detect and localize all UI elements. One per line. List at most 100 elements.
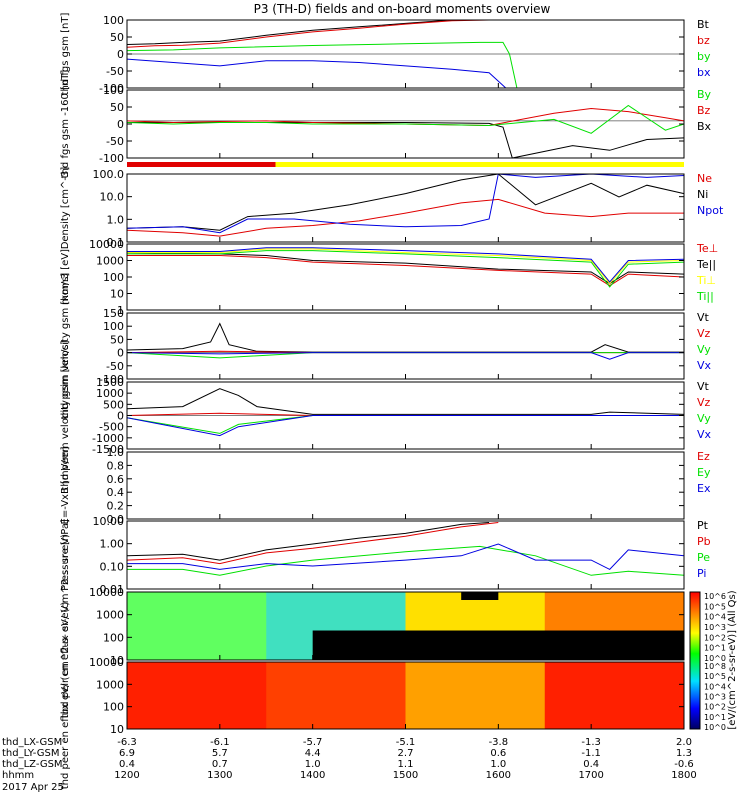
y-axis-label: thd peir en eflux eV/ (cm^2-s- sr-eV) [60, 534, 71, 718]
y-tick-label: 0.0 [107, 513, 125, 526]
legend-entry: Ti|| [696, 290, 714, 303]
panel-7: 1.00.80.60.40.20.0 E=-VxB [mV/m] Ez Ey Ex [60, 446, 711, 526]
spectrogram-cell [266, 592, 281, 660]
colorbar-label: [eV/(cm^2-s-sr-eV)] (All Qs) [727, 590, 738, 729]
colorbar-tick-label: 10^5 [704, 602, 726, 611]
spectrogram-cell [433, 662, 448, 729]
y-tick-label: 10.00 [93, 515, 125, 528]
y-tick-label: 100 [103, 84, 124, 97]
colorbar-tick-label: 10^4 [704, 682, 726, 691]
y-tick-label: 1.0 [107, 213, 125, 226]
y-tick-label: 100 [103, 271, 124, 284]
x-row-value: 1800 [671, 770, 696, 781]
y-tick-label: 1.0 [107, 446, 125, 459]
y-tick-label: -50 [106, 65, 124, 78]
y-tick-label: 0.01 [100, 583, 125, 596]
y-tick-label: 0.8 [107, 459, 125, 472]
panel-1: 100 50 0 -50 -100 thd fgs gsm [nT] Bt bz by bx [60, 13, 711, 96]
x-row-value: 0.4 [119, 759, 135, 770]
spectrogram-cell [168, 592, 184, 660]
spectrogram-cell [294, 592, 309, 660]
y-tick-label: 10 [110, 288, 124, 301]
colorbar-tick-label: 10^3 [704, 623, 726, 632]
x-row-value: -6.3 [117, 737, 137, 748]
x-row-value: 1.1 [398, 759, 414, 770]
legend-entry: Vx [697, 428, 712, 441]
series-line [126, 352, 684, 360]
panel-frame [126, 312, 685, 380]
legend-entry: Ex [697, 482, 711, 495]
colorbar-tick-label: 10^5 [704, 672, 726, 681]
spectrogram-cell [196, 592, 212, 660]
y-tick-label: 0.6 [107, 473, 125, 486]
x-row-value: 1600 [486, 770, 511, 781]
y-tick-label: 1000 [96, 255, 124, 268]
spectrogram-cell [516, 662, 532, 729]
colorbar: 10^610^510^410^310^210^110^010^810^510^4… [689, 590, 738, 732]
x-row-value: 1.3 [676, 748, 692, 759]
y-tick-label: -50 [106, 135, 124, 148]
y-tick-label: -50 [106, 360, 124, 373]
panel-10: 10000 1000 100 10 thd peer en eflux eV/ (cm^… [60, 602, 685, 789]
spectrogram-cell [168, 662, 184, 729]
y-tick-label: 0.1 [107, 236, 125, 249]
spectrogram-cell [656, 662, 671, 729]
panel-frame [126, 451, 685, 520]
series-line [126, 415, 684, 437]
spectrogram-cell [335, 662, 351, 729]
series-line [126, 19, 508, 45]
y-tick-label: 1000 [96, 609, 124, 622]
y-axis-label: Density [cm^-3] [60, 167, 71, 250]
legend-entry: Ey [697, 466, 711, 479]
x-row-value: 1300 [207, 770, 232, 781]
legend-entry: Pt [697, 519, 709, 532]
legend-entry: bx [697, 66, 711, 79]
spectrogram-cell [266, 662, 281, 729]
spectrogram-cell [140, 592, 156, 660]
y-tick-label: 10000 [89, 656, 124, 669]
y-tick-label: 50 [110, 333, 124, 346]
y-tick-label: 1500 [96, 376, 124, 389]
spectrogram-cell [127, 592, 142, 660]
x-row-value: 1500 [393, 770, 418, 781]
x-row-value: 6.9 [119, 748, 135, 759]
legend-entry: By [697, 88, 712, 101]
spectrogram-cell [140, 662, 156, 729]
spectrogram-cell [475, 662, 490, 729]
y-tick-label: -1500 [92, 443, 124, 456]
y-tick-label: -1000 [92, 432, 124, 445]
series-line [126, 58, 507, 89]
y-tick-label: -100 [99, 373, 124, 386]
date-label: 2017 Apr 25 [2, 782, 64, 793]
spectrogram-cell [280, 662, 295, 729]
panel-8: 10.00 1.00 0.10 0.01 Pressure [nPa] Pt Pb Pe Pi [60, 515, 711, 596]
y-tick-label: 0 [117, 347, 124, 360]
y-tick-label: 100.0 [93, 168, 125, 181]
y-tick-label: 0 [117, 48, 124, 61]
y-tick-label: 10 [110, 723, 124, 736]
spectrogram-cell [321, 662, 337, 729]
y-tick-label: 10.0 [100, 191, 125, 204]
legend-entry: Npot [697, 204, 724, 217]
colorbar-tick-label: 10^6 [704, 592, 726, 601]
y-tick-label: 100 [103, 14, 124, 27]
spectrogram-cell [210, 662, 225, 729]
spectrogram-cell [558, 662, 574, 729]
spectrogram-cell [391, 662, 406, 729]
x-row-value: -5.1 [396, 737, 416, 748]
x-row-value: 5.7 [212, 748, 228, 759]
y-tick-label: 0 [117, 118, 124, 131]
panel-9: 10000 1000 100 10 thd peir en eflux eV/ (cm^… [60, 534, 685, 718]
spectrogram-cell [349, 662, 365, 729]
colorbar-tick-label: 10^0 [704, 723, 726, 732]
legend-entry: Bt [697, 18, 710, 31]
x-axis-labels: thd_LX-GSM -6.3 -6.1 -5.7 -5.1 -3.8 -1.3 2.0 thd… [2, 737, 697, 793]
x-row-value: 4.4 [305, 748, 321, 759]
panel-4: 10000 1000 100 10 1 mom3 [eV] Te⊥ Te|| Ti⊥ Ti|| [60, 238, 718, 317]
y-tick-label: 1.00 [100, 538, 125, 551]
legend-entry: Vz [697, 327, 711, 340]
spectrogram-cell [238, 662, 253, 729]
spectrogram-cell [238, 592, 253, 660]
colorbar-tick-label: 10^4 [704, 613, 726, 622]
